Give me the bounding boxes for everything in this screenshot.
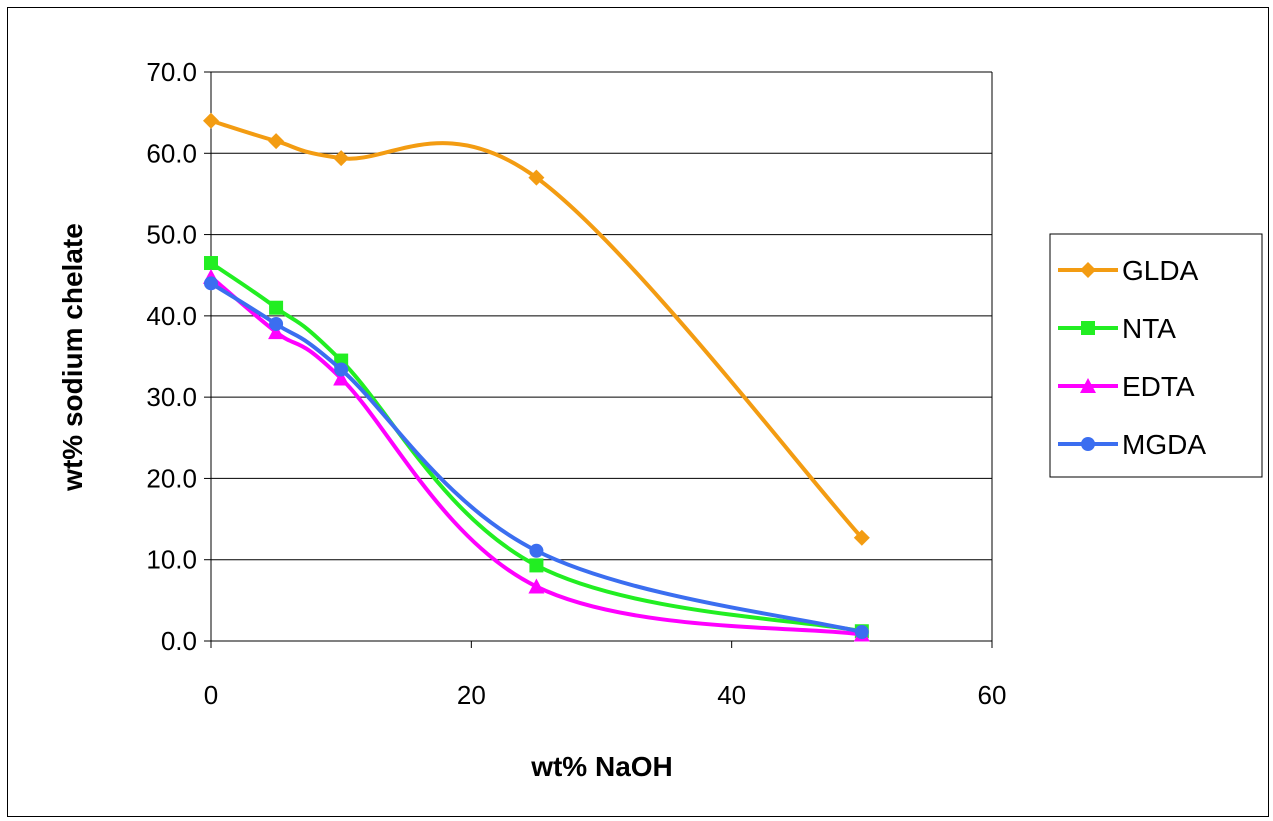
data-point-mgda [269,316,284,331]
y-tick-label: 70.0 [146,57,197,87]
data-point-glda [268,133,285,150]
y-tick-label: 0.0 [161,626,197,656]
legend-label-mgda: MGDA [1122,429,1206,460]
legend-label-edta: EDTA [1122,371,1195,402]
data-point-nta [269,300,284,315]
y-tick-label: 30.0 [146,382,197,412]
data-point-mgda [334,362,349,377]
legend-label-nta: NTA [1122,313,1176,344]
data-point-glda [853,529,870,546]
series-line-nta [209,261,863,634]
y-tick-label: 60.0 [146,138,197,168]
y-tick-label: 50.0 [146,220,197,250]
tick-layer: 0.0 10.0 20.0 30.0 40.0 50.0 60.0 70.0 0 20 40 60 [146,57,1006,710]
legend-marker-edta [1080,378,1096,393]
data-point-nta [204,256,218,271]
x-axis-title: wt% NaOH [530,751,673,782]
data-point-mgda [529,543,544,558]
legend-marker-nta [1081,321,1095,335]
legend-marker-mgda [1081,437,1095,451]
data-point-glda [528,169,545,186]
data-point-edta [528,578,545,594]
data-point-glda [333,150,350,167]
legend-label-glda: GLDA [1122,255,1199,286]
data-point-mgda [854,625,869,640]
legend-marker-glda [1080,262,1096,278]
data-point-nta [529,558,544,573]
x-tick-label: 60 [978,680,1007,710]
data-point-edta [268,324,285,340]
legend: GLDA NTA EDTA MGDA [1049,233,1263,478]
data-point-edta [333,370,350,386]
y-tick-label: 40.0 [146,301,197,331]
data-point-glda [203,112,219,129]
x-tick-label: 20 [457,680,486,710]
x-tick-label: 0 [204,680,218,710]
data-point-mgda [204,276,218,291]
y-tick-label: 20.0 [146,463,197,493]
y-axis-title: wt% sodium chelate [57,223,88,492]
series-layer [203,112,870,642]
x-tick-label: 40 [717,680,746,710]
y-tick-label: 10.0 [146,545,197,575]
